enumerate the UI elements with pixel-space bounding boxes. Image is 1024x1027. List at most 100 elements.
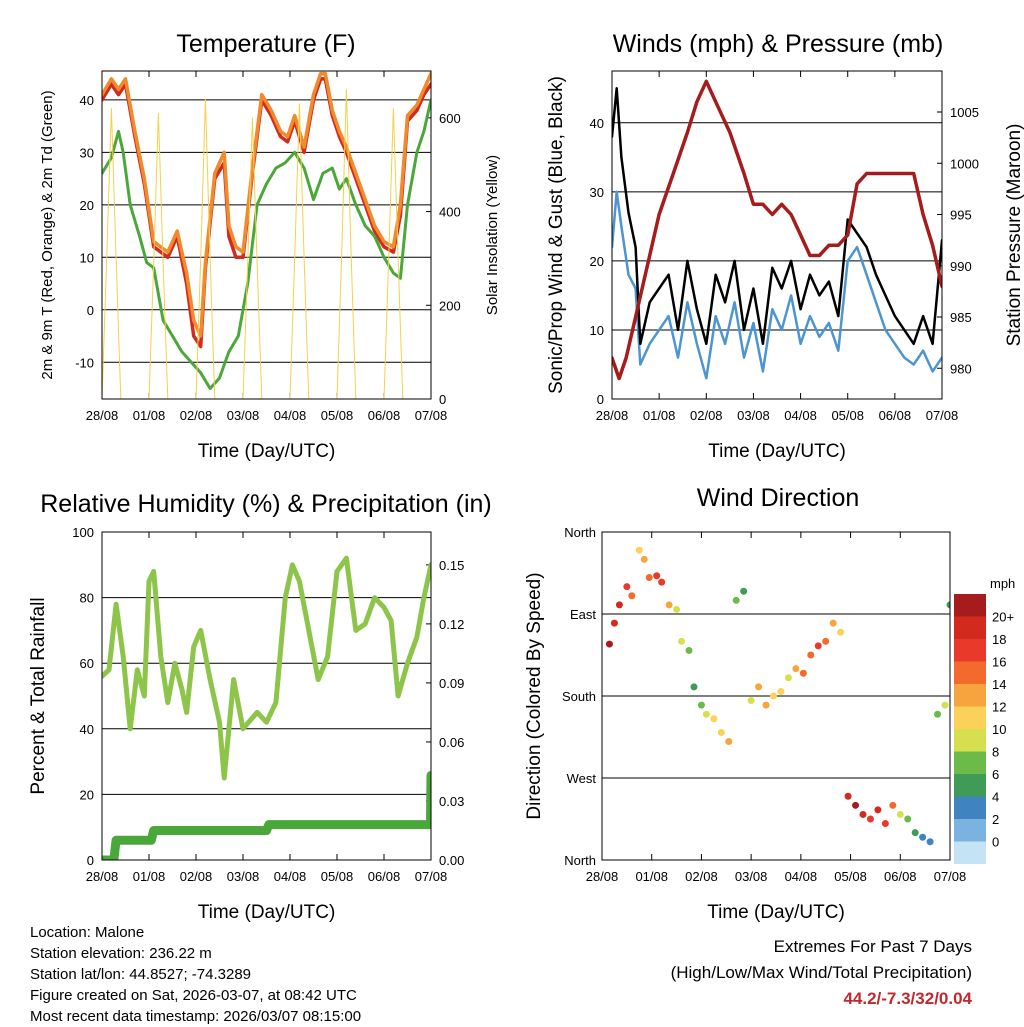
- series-relative-humidity: [102, 555, 431, 781]
- wind-direction-point: [755, 683, 763, 691]
- wind-direction-point: [807, 651, 815, 659]
- x-tick-label: 02/08: [690, 408, 723, 423]
- series-2m-td: [102, 98, 431, 390]
- wind-direction-point: [653, 572, 661, 580]
- x-tick-label: 05/08: [831, 408, 864, 423]
- colorbar-label: 20+: [992, 610, 1014, 625]
- y-tick-label: 0: [597, 392, 604, 407]
- y-tick-label: -10: [75, 355, 94, 370]
- x-tick-label: 06/08: [884, 869, 917, 884]
- wind-direction-point: [702, 710, 710, 718]
- y2-tick-label: 400: [439, 205, 461, 220]
- panel-title: Wind Direction: [697, 484, 860, 512]
- panel-title: Temperature (F): [176, 30, 355, 58]
- colorbar-label: 16: [992, 655, 1006, 670]
- y-tick-label: 40: [80, 93, 94, 108]
- colorbar-swatch: [954, 841, 986, 864]
- wind-direction-point: [874, 806, 882, 814]
- y2-axis-label: Station Pressure (Maroon): [1004, 124, 1024, 347]
- colorbar-unit: mph: [990, 576, 1015, 591]
- x-tick-label: 04/08: [274, 869, 307, 884]
- colorbar-label: 6: [992, 767, 999, 782]
- y2-tick-label: 200: [439, 298, 461, 313]
- colorbar-swatch: [954, 616, 986, 639]
- wind-direction-point: [610, 619, 618, 627]
- wind-direction-point: [762, 701, 770, 709]
- colorbar-swatch: [954, 751, 986, 774]
- plot-frame: [101, 70, 432, 400]
- wind-direction-point: [799, 669, 807, 677]
- y-tick-label: 80: [80, 591, 94, 606]
- y-tick-label: 0: [87, 303, 94, 318]
- wind-direction-point: [623, 583, 631, 591]
- series-2m-t: [102, 77, 431, 349]
- colorbar-swatch: [954, 729, 986, 752]
- x-tick-label: 01/08: [635, 869, 668, 884]
- series-gust: [612, 87, 942, 346]
- x-tick-label: 03/08: [227, 408, 260, 423]
- colorbar-label: 0: [992, 835, 999, 850]
- wind-direction-point: [777, 687, 785, 695]
- wind-direction-point: [640, 555, 648, 563]
- y2-tick-label: 600: [439, 111, 461, 126]
- colorbar-label: 2: [992, 812, 999, 827]
- wind-direction-point: [889, 801, 897, 809]
- station-latlon: Station lat/lon: 44.8527; -74.3289: [30, 966, 252, 983]
- extremes-box: Extremes For Past 7 Days (High/Low/Max W…: [671, 934, 972, 1012]
- y-tick-label: West: [567, 771, 597, 786]
- colorbar-label: 4: [992, 790, 999, 805]
- x-tick-label: 06/08: [368, 408, 401, 423]
- y2-tick-label: 0.06: [439, 735, 464, 750]
- wind-direction-point: [911, 829, 919, 837]
- x-tick-label: 02/08: [685, 869, 718, 884]
- wind-direction-point: [645, 574, 653, 582]
- y2-tick-label: 985: [950, 310, 972, 325]
- colorbar-label: 14: [992, 677, 1006, 692]
- y-axis-label: Direction (Colored By Speed): [524, 572, 545, 819]
- recent-data-timestamp: Most recent data timestamp: 2026/03/07 0…: [30, 1008, 362, 1025]
- y-tick-label: 10: [80, 250, 94, 265]
- wind-direction-point: [896, 810, 904, 818]
- wind-direction-point: [859, 810, 867, 818]
- x-tick-label: 03/08: [737, 408, 770, 423]
- wind-direction-point: [690, 683, 698, 691]
- station-location: Location: Malone: [30, 924, 145, 941]
- x-tick-label: 06/08: [368, 869, 401, 884]
- x-tick-label: 01/08: [643, 408, 676, 423]
- wind-direction-point: [673, 605, 681, 613]
- wind-direction-point: [837, 628, 845, 636]
- y2-tick-label: 1005: [950, 105, 979, 120]
- x-tick-label: 04/08: [784, 408, 817, 423]
- y-tick-label: North: [564, 525, 596, 540]
- x-tick-label: 01/08: [133, 869, 166, 884]
- colorbar-swatch: [954, 661, 986, 684]
- wind-direction-point: [792, 665, 800, 673]
- y-tick-label: East: [570, 607, 596, 622]
- x-tick-label: 02/08: [180, 869, 213, 884]
- wind-direction-point: [946, 601, 950, 609]
- wind-direction-point: [829, 619, 837, 627]
- extremes-subheading: (High/Low/Max Wind/Total Precipitation): [670, 963, 972, 982]
- wind-direction-point: [770, 692, 778, 700]
- wind-direction-point: [697, 701, 705, 709]
- y-tick-label: 20: [80, 198, 94, 213]
- wind-direction-point: [926, 838, 934, 846]
- wind-direction-point: [814, 642, 822, 650]
- y-tick-label: 100: [72, 525, 94, 540]
- x-tick-label: 04/08: [785, 869, 818, 884]
- wind-direction-point: [844, 792, 852, 800]
- wind-direction-point: [628, 592, 636, 600]
- colorbar-label: 8: [992, 745, 999, 760]
- wind-direction-point: [717, 728, 725, 736]
- wind-direction-point: [658, 578, 666, 586]
- series-wind: [612, 190, 942, 380]
- y2-tick-label: 1000: [950, 156, 979, 171]
- x-tick-label: 03/08: [227, 869, 260, 884]
- colorbar-label: 12: [992, 700, 1006, 715]
- wind-direction-point: [866, 815, 874, 823]
- wind-direction-point: [941, 701, 949, 709]
- y2-tick-label: 0.09: [439, 676, 464, 691]
- x-tick-label: 28/08: [596, 408, 629, 423]
- wind-direction-point: [852, 801, 860, 809]
- x-tick-label: 28/08: [86, 869, 119, 884]
